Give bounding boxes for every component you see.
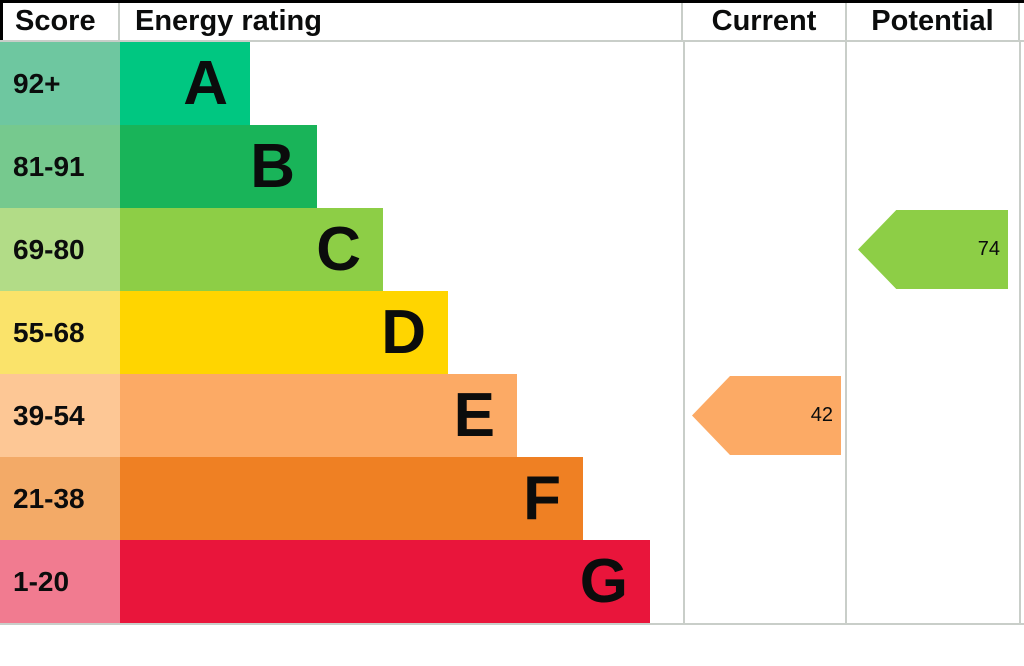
band-bar-g: G (120, 540, 650, 623)
score-range-b: 81-91 (0, 125, 120, 208)
band-bar-e: E (120, 374, 517, 457)
chart-header-row: Score Energy rating Current Potential (0, 3, 1024, 42)
band-row-e: 39-54 E (0, 374, 1024, 457)
band-bar-a: A (120, 42, 250, 125)
band-row-g: 1-20 G (0, 540, 1024, 623)
header-score: Score (0, 3, 120, 40)
header-potential: Potential (845, 3, 1020, 40)
header-current: Current (681, 3, 845, 40)
band-bar-b: B (120, 125, 317, 208)
chart-top-border (0, 0, 1024, 3)
band-row-c: 69-80 C (0, 208, 1024, 291)
header-energy-rating: Energy rating (135, 5, 322, 37)
band-bar-c: C (120, 208, 383, 291)
score-range-c: 69-80 (0, 208, 120, 291)
band-row-f: 21-38 F (0, 457, 1024, 540)
chart-right-border (1019, 42, 1021, 623)
score-range-g: 1-20 (0, 540, 120, 623)
band-rows: 92+ A 81-91 B 69-80 C 55-68 D 39-54 E 21… (0, 42, 1024, 623)
score-range-a: 92+ (0, 42, 120, 125)
band-row-b: 81-91 B (0, 125, 1024, 208)
score-range-f: 21-38 (0, 457, 120, 540)
score-range-e: 39-54 (0, 374, 120, 457)
band-row-d: 55-68 D (0, 291, 1024, 374)
band-bar-d: D (120, 291, 448, 374)
band-bar-f: F (120, 457, 583, 540)
score-range-d: 55-68 (0, 291, 120, 374)
chart-bottom-border (0, 623, 1024, 625)
potential-column-divider (845, 42, 847, 623)
current-column-divider (683, 42, 685, 623)
band-row-a: 92+ A (0, 42, 1024, 125)
